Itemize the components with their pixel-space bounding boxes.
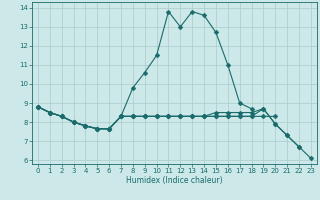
X-axis label: Humidex (Indice chaleur): Humidex (Indice chaleur) [126,176,223,185]
